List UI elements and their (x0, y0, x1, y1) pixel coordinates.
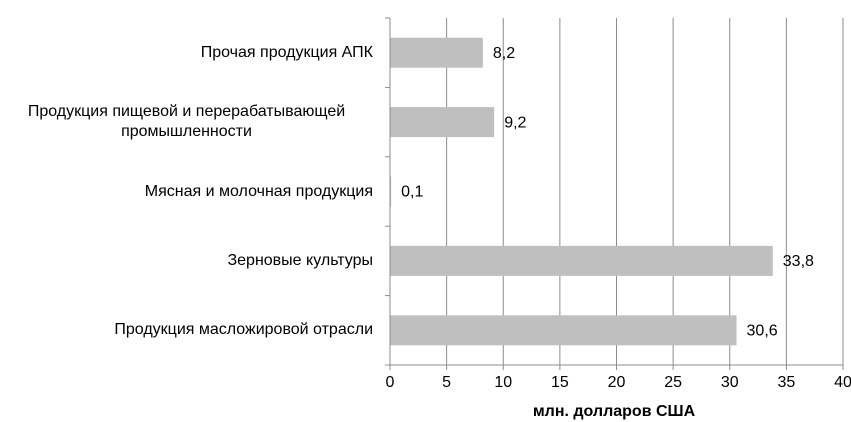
x-axis-title: млн. долларов США (533, 403, 696, 420)
x-tick-label: 5 (442, 374, 451, 391)
x-tick-label: 10 (494, 374, 512, 391)
bar (390, 37, 483, 68)
bar (390, 176, 392, 207)
y-tick-label: Мясная и молочная продукция (144, 182, 373, 200)
x-tick-label: 30 (721, 374, 739, 391)
y-tick-label: Продукция масложировой отрасли (114, 321, 373, 339)
x-tick-label: 20 (608, 374, 626, 391)
y-tick-label: Зерновые культуры (227, 251, 373, 269)
x-tick-label: 15 (551, 374, 569, 391)
x-tick-label: 35 (777, 374, 795, 391)
x-tick-label: 0 (386, 374, 395, 391)
value-label: 30,6 (747, 323, 778, 340)
value-label: 8,2 (493, 45, 515, 62)
value-label: 9,2 (504, 114, 526, 131)
value-label: 33,8 (783, 253, 814, 270)
x-tick-label: 40 (834, 374, 851, 391)
y-tick-label: Продукция пищевой и перерабатывающей про… (27, 103, 346, 141)
bar (390, 315, 737, 346)
value-label: 0,1 (401, 184, 423, 201)
bar (390, 107, 495, 138)
y-tick-label: Прочая продукция АПК (200, 43, 373, 61)
bar (390, 245, 773, 276)
x-tick-label: 25 (664, 374, 682, 391)
